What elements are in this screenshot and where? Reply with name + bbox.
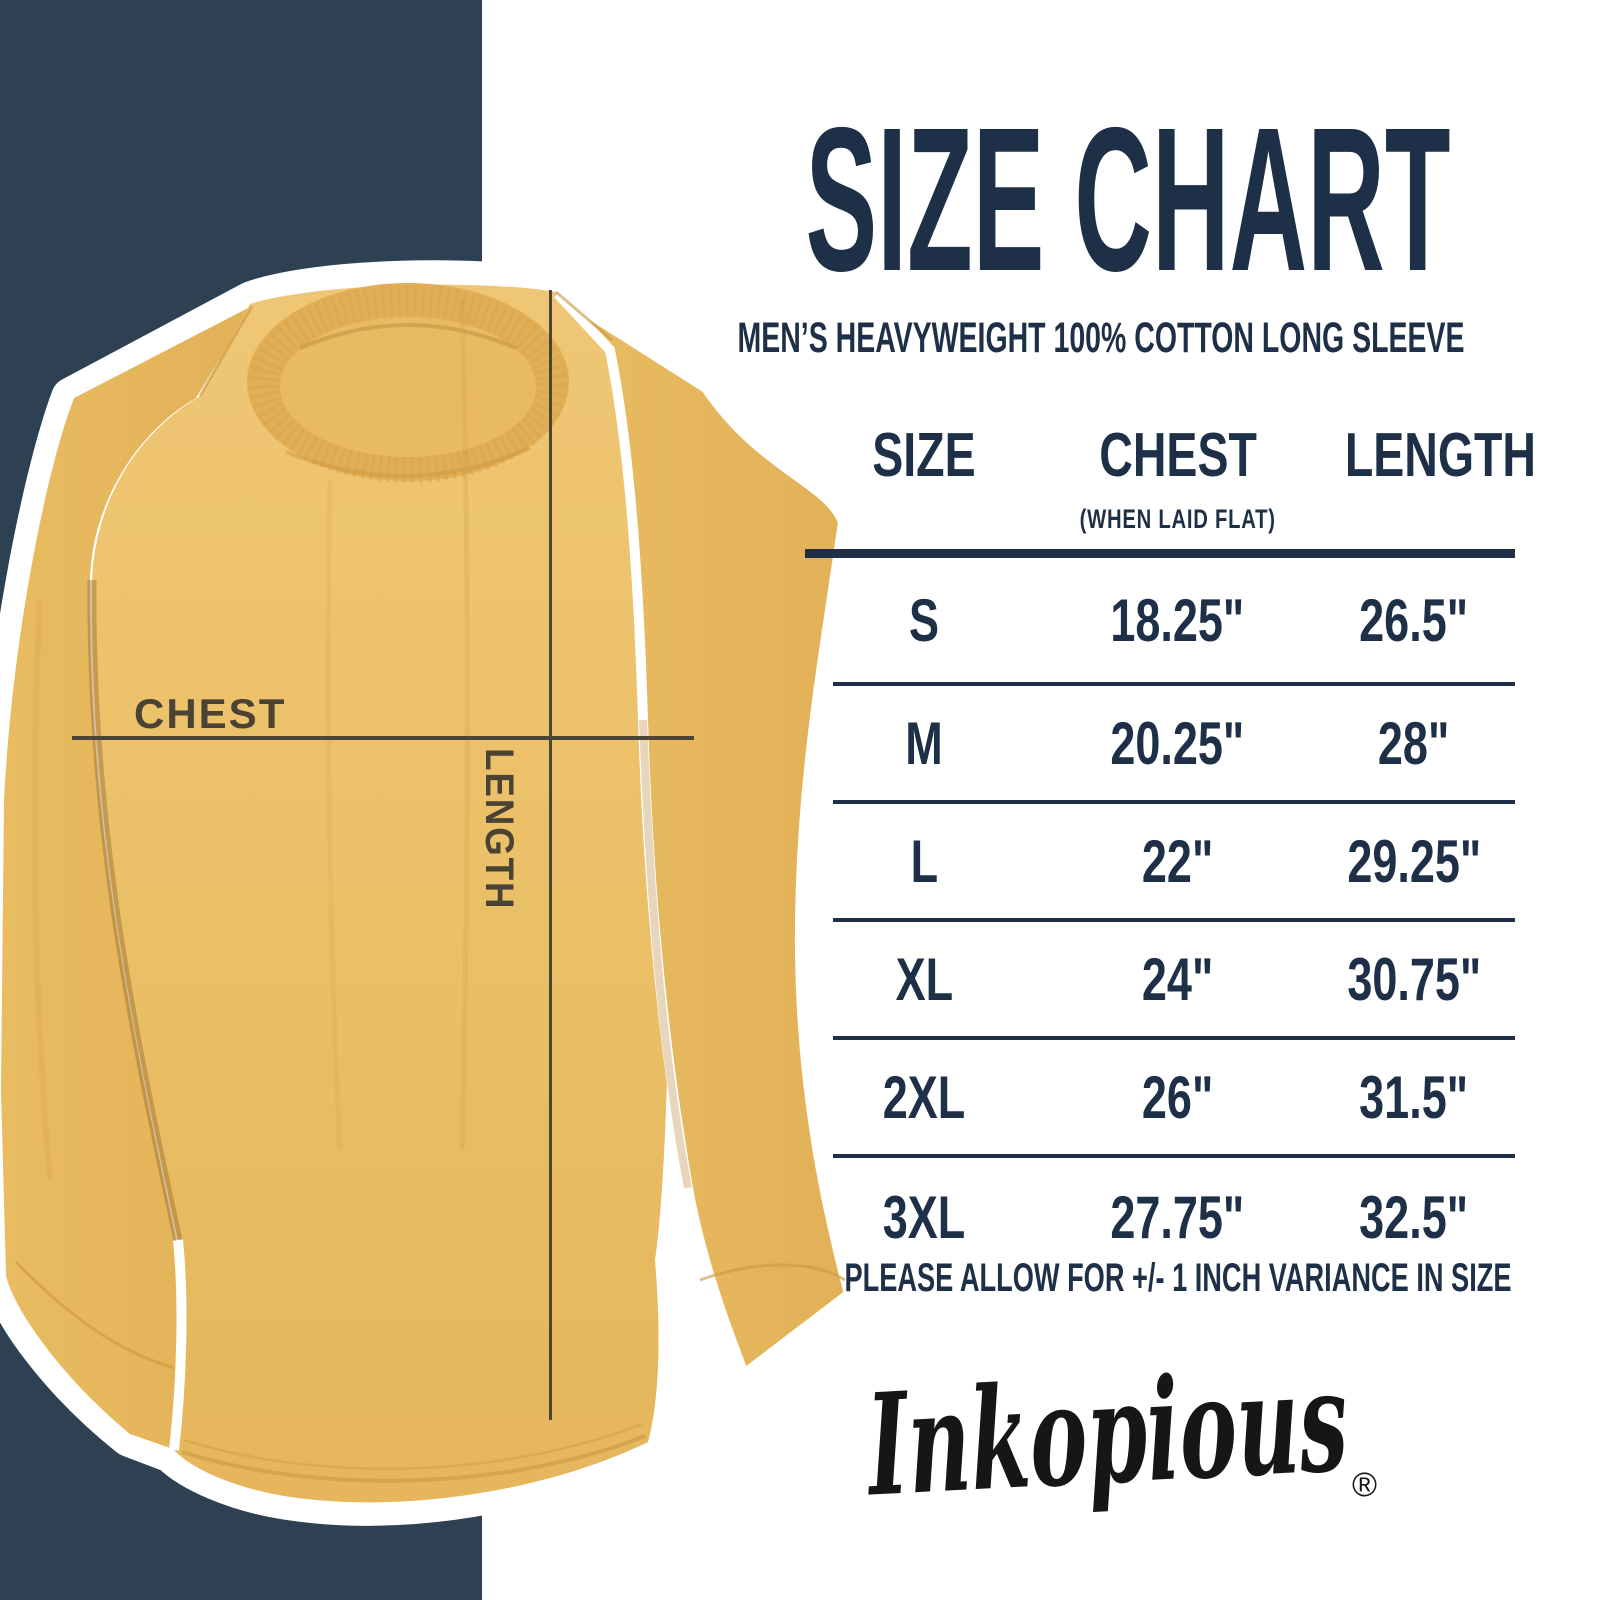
length-value: 29.25" [1346, 827, 1481, 895]
left-cuff-gap [169, 1239, 187, 1451]
column-header-size: SIZE [872, 421, 976, 490]
brand-logo: Inkopious [861, 1340, 1351, 1529]
length-value: 28" [1378, 709, 1450, 777]
left-cuff-seam [14, 1260, 175, 1370]
body-crease-2 [325, 479, 343, 1151]
row-divider [833, 800, 1515, 804]
chest-value: 27.75" [1110, 1183, 1245, 1251]
size-value: L [910, 827, 938, 895]
variance-note: PLEASE ALLOW FOR +/- 1 INCH VARIANCE IN … [845, 1256, 1512, 1300]
row-divider [833, 918, 1515, 922]
page-title: SIZE CHART [806, 85, 1451, 314]
length-measure-line [549, 290, 552, 1420]
column-header-chest: CHEST (WHEN LAID FLAT) [1079, 421, 1276, 534]
chest-value: 24" [1142, 945, 1214, 1013]
chest-value: 18.25" [1110, 586, 1245, 654]
table-row: M 20.25" 28" [805, 686, 1515, 800]
right-shoulder-seam [555, 290, 613, 342]
chest-measure-label: CHEST [134, 690, 287, 737]
shirt-left-sleeve [1, 306, 252, 1448]
shirt-body [91, 284, 670, 1503]
left-shoulder-seam [198, 305, 254, 397]
chest-value: 22" [1142, 827, 1214, 895]
table-row: L 22" 29.25" [805, 804, 1515, 918]
neck-seam [299, 323, 517, 350]
size-table-header: SIZE CHEST (WHEN LAID FLAT) LENGTH [805, 421, 1536, 538]
registered-trademark-icon: ® [1352, 1466, 1377, 1504]
right-cuff-seam [699, 1263, 846, 1282]
sleeve-crease [31, 599, 53, 1181]
collar-shadow [285, 446, 531, 479]
length-value: 26.5" [1359, 586, 1469, 654]
header-divider [805, 549, 1515, 558]
body-crease [459, 299, 470, 1151]
collar-inside [280, 317, 536, 457]
table-row: S 18.25" 26.5" [805, 558, 1515, 682]
row-divider [833, 682, 1515, 686]
size-table: SIZE CHEST (WHEN LAID FLAT) LENGTH S 18.… [805, 421, 1536, 1276]
collar-rib-texture [249, 285, 567, 483]
row-divider [833, 1036, 1515, 1040]
table-row: 3XL 27.75" 32.5" [805, 1158, 1515, 1276]
length-value: 31.5" [1359, 1063, 1469, 1131]
hem-stitch [183, 1422, 643, 1470]
table-row: XL 24" 30.75" [805, 922, 1515, 1036]
size-value: S [908, 586, 939, 654]
chest-value: 26" [1142, 1063, 1214, 1131]
right-sleeve-shadow [639, 719, 692, 1189]
left-fold-shadow [87, 579, 183, 1241]
length-value: 30.75" [1346, 945, 1481, 1013]
page-subtitle: MEN’S HEAVYWEIGHT 100% COTTON LONG SLEEV… [738, 314, 1465, 362]
column-header-length: LENGTH [1344, 421, 1536, 490]
size-value: 2XL [882, 1063, 966, 1131]
hem-seam [181, 1434, 646, 1483]
chest-measure-line [72, 736, 694, 740]
chest-value: 20.25" [1110, 709, 1245, 777]
table-row: 2XL 26" 31.5" [805, 1040, 1515, 1154]
size-value: XL [895, 945, 953, 1013]
chest-subnote: (WHEN LAID FLAT) [1079, 504, 1276, 534]
size-value: M [905, 709, 943, 777]
size-value: 3XL [882, 1183, 966, 1251]
shirt-right-sleeve [554, 289, 855, 1383]
row-divider [833, 1154, 1515, 1158]
length-value: 32.5" [1359, 1183, 1469, 1251]
length-measure-label: LENGTH [477, 748, 521, 911]
